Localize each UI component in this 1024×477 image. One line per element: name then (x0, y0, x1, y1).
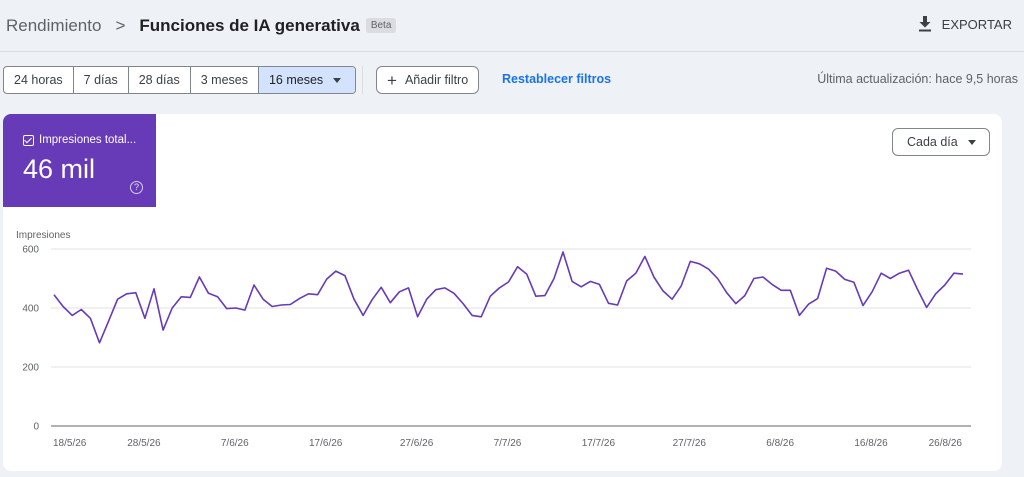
page-title: Funciones de IA generativa (139, 15, 360, 35)
x-tick-label: 28/5/26 (127, 438, 161, 449)
range-28-days[interactable]: 28 días (129, 67, 191, 93)
y-tick-label: 0 (33, 422, 39, 433)
add-filter-button[interactable]: + Añadir filtro (376, 66, 480, 94)
x-tick-label: 7/7/26 (494, 438, 522, 449)
range-7-days[interactable]: 7 días (74, 67, 129, 93)
last-update-text: Última actualización: hace 9,5 horas (817, 72, 1018, 86)
chevron-down-icon (967, 139, 976, 145)
y-tick-label: 400 (22, 304, 39, 315)
x-tick-label: 7/6/26 (221, 438, 249, 449)
export-button[interactable]: EXPORTAR (918, 16, 1012, 32)
y-tick-label: 600 (22, 245, 39, 256)
performance-card: Impresiones total... 46 mil ? Cada día I… (3, 114, 1002, 471)
x-tick-label: 6/8/26 (766, 438, 794, 449)
date-range-selector: 24 horas 7 días 28 días 3 meses 16 meses (3, 66, 357, 94)
help-icon[interactable]: ? (130, 181, 143, 194)
chevron-down-icon (333, 78, 342, 84)
download-icon (918, 16, 931, 32)
x-tick-label: 26/8/26 (929, 438, 963, 449)
beta-badge: Beta (365, 18, 397, 33)
x-tick-label: 17/7/26 (582, 438, 616, 449)
x-tick-label: 18/5/26 (53, 438, 87, 449)
impressions-line-chart: Impresiones 0 200 400 600 18/5/26 28/5/26 7/6/2… (16, 230, 971, 449)
range-24-hours[interactable]: 24 horas (4, 67, 74, 93)
page-header: Rendimiento > Funciones de IA generativa… (0, 0, 1024, 52)
y-axis-title: Impresiones (16, 230, 70, 241)
metric-tile-impressions[interactable]: Impresiones total... 46 mil ? (3, 114, 156, 207)
range-16-months-label: 16 meses (268, 73, 324, 87)
plus-icon: + (387, 70, 397, 90)
range-16-months[interactable]: 16 meses (258, 67, 356, 93)
x-tick-label: 16/8/26 (854, 438, 888, 449)
series-line-impressions (53, 251, 964, 344)
metric-label: Impresiones total... (39, 134, 137, 146)
breadcrumb-rendimiento[interactable]: Rendimiento (6, 15, 102, 35)
y-tick-label: 200 (22, 363, 39, 374)
export-label: EXPORTAR (941, 16, 1012, 32)
filter-bar: 24 horas 7 días 28 días 3 meses 16 meses… (0, 66, 1024, 94)
range-3-months[interactable]: 3 meses (191, 67, 259, 93)
metric-value: 46 mil (23, 154, 96, 184)
reset-filters-link[interactable]: Restablecer filtros (502, 72, 612, 86)
checkbox-icon[interactable] (23, 135, 34, 146)
x-tick-label: 27/6/26 (400, 438, 434, 449)
add-filter-label: Añadir filtro (404, 73, 469, 87)
breadcrumb-separator: > (115, 15, 126, 35)
x-tick-label: 17/6/26 (309, 438, 343, 449)
x-tick-label: 27/7/26 (673, 438, 707, 449)
granularity-dropdown[interactable]: Cada día (892, 128, 990, 156)
divider (362, 66, 363, 94)
granularity-label: Cada día (907, 135, 958, 149)
